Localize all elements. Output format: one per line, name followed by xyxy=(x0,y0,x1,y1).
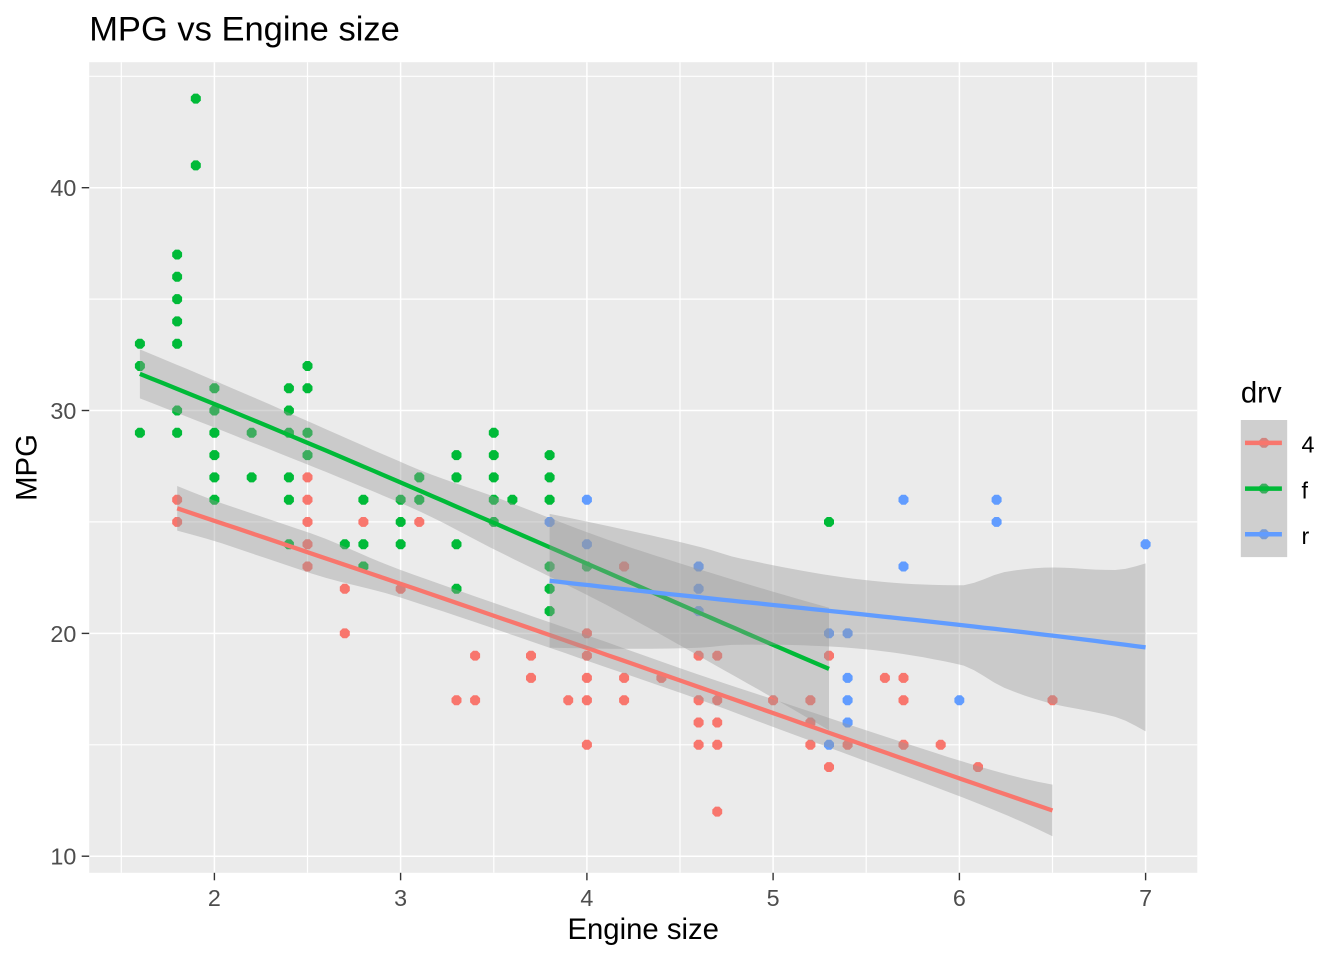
svg-text:6: 6 xyxy=(953,885,966,911)
svg-text:10: 10 xyxy=(50,844,76,870)
svg-text:5: 5 xyxy=(767,885,780,911)
svg-text:20: 20 xyxy=(50,621,76,647)
svg-text:3: 3 xyxy=(394,885,407,911)
svg-text:r: r xyxy=(1302,523,1310,549)
svg-text:7: 7 xyxy=(1139,885,1152,911)
svg-text:2: 2 xyxy=(208,885,221,911)
svg-text:40: 40 xyxy=(50,175,76,201)
svg-text:4: 4 xyxy=(580,885,593,911)
svg-text:f: f xyxy=(1302,477,1309,503)
svg-text:MPG vs Engine size: MPG vs Engine size xyxy=(89,10,400,48)
svg-text:drv: drv xyxy=(1241,377,1282,410)
svg-text:MPG: MPG xyxy=(11,434,44,501)
svg-text:Engine size: Engine size xyxy=(567,913,718,946)
svg-text:30: 30 xyxy=(50,398,76,424)
svg-text:4: 4 xyxy=(1302,432,1315,458)
